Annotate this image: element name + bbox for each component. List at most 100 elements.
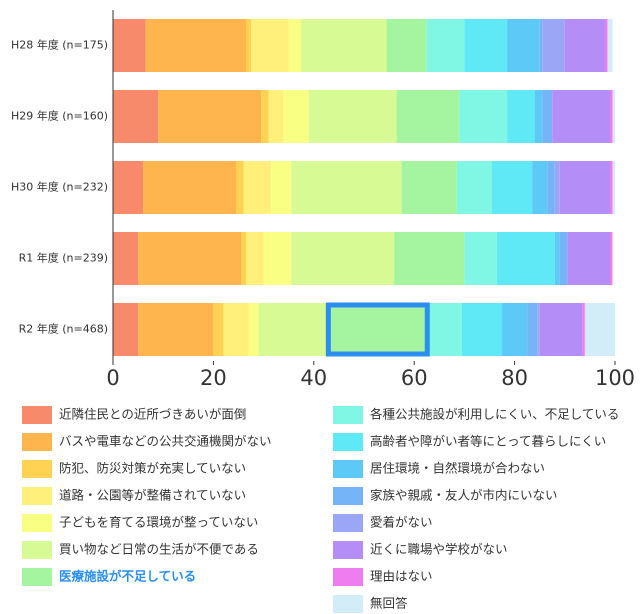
legend-label: 医療施設が不足している <box>59 569 196 584</box>
bar-segment <box>547 161 555 214</box>
legend-label: 無回答 <box>370 596 408 611</box>
bar-segment <box>261 90 269 143</box>
bar-segment <box>542 90 553 143</box>
bar-segment <box>143 161 236 214</box>
bar-segment <box>542 19 565 72</box>
bar-segment <box>113 90 159 143</box>
bar-segment <box>532 161 548 214</box>
bar-segment <box>559 161 610 214</box>
bar-segment <box>113 19 146 72</box>
legend-label: 買い物など日常の生活が不便である <box>59 542 259 557</box>
bar-segment <box>582 303 585 356</box>
bar-segment <box>492 161 533 214</box>
bar-segment <box>612 90 615 143</box>
bar-segment <box>612 161 615 214</box>
x-tick-label: 20 <box>200 366 227 390</box>
bar-segment <box>113 303 139 356</box>
legend-label: 家族や親戚・友人が市内にいない <box>370 488 558 503</box>
legend-label: 近くに職場や学校がない <box>370 542 508 557</box>
bar-segment <box>394 232 465 285</box>
legend-label: 近隣住民との近所づきあいが面倒 <box>59 407 246 422</box>
legend-label: 高齢者や障がい者等にとって暮らしにくい <box>370 434 606 449</box>
x-tick-label: 80 <box>501 366 528 390</box>
bar-segment <box>507 90 535 143</box>
bar-segment <box>241 232 247 285</box>
bar-segment <box>497 232 555 285</box>
legend-label: 各種公共施設が利用しにくい、不足している <box>370 407 619 422</box>
legend-swatch <box>333 514 363 532</box>
legend-swatch <box>333 460 363 478</box>
bar-segment <box>564 19 605 72</box>
bar-segment <box>246 232 264 285</box>
bar-segment <box>268 90 284 143</box>
bar-segment <box>527 303 538 356</box>
bar-segment <box>283 90 309 143</box>
legend-swatch <box>333 406 363 424</box>
category-label: R2 年度 (n=468) <box>19 322 108 336</box>
bar-segment <box>539 19 543 72</box>
category-label: H29 年度 (n=160) <box>11 109 108 123</box>
x-tick-label: 100 <box>595 366 635 390</box>
bar-segment <box>609 232 613 285</box>
bar-segment <box>145 19 247 72</box>
bar-segment <box>539 303 583 356</box>
bar-segment <box>291 161 402 214</box>
legend-swatch <box>22 433 52 451</box>
bar-segment <box>604 19 608 72</box>
bar-segment <box>401 161 457 214</box>
bar-segment <box>243 161 272 214</box>
bar-segment <box>502 303 528 356</box>
legend-swatch <box>333 541 363 559</box>
bar-segment <box>456 161 493 214</box>
bar-segment <box>386 19 427 72</box>
bar-segment <box>396 90 460 143</box>
bar-segment <box>158 90 262 143</box>
bar-segment <box>271 161 292 214</box>
bar-segment <box>459 90 508 143</box>
bar-segment <box>607 19 613 72</box>
bar-segment <box>537 303 540 356</box>
legend-swatch <box>22 406 52 424</box>
bar-segment <box>301 19 387 72</box>
bar-segment <box>138 232 242 285</box>
legend-label: バスや電車などの公共交通機関がない <box>59 434 272 449</box>
legend-label: 道路・公園等が整備されていない <box>59 488 246 503</box>
bar-segment <box>461 303 503 356</box>
bar-segment <box>534 90 543 143</box>
bar-segment <box>507 19 540 72</box>
bar-segment <box>326 303 430 356</box>
legend-label: 子どもを育てる環境が整っていない <box>59 515 258 530</box>
legend-swatch <box>22 487 52 505</box>
bar-segment <box>429 303 462 356</box>
bar-segment <box>308 90 397 143</box>
legend-label: 居住環境・自然環境が合わない <box>370 461 545 476</box>
legend-swatch <box>333 487 363 505</box>
legend-swatch <box>22 514 52 532</box>
legend-swatch <box>333 595 363 613</box>
bar-segment <box>248 303 259 356</box>
bar-segment <box>584 303 615 356</box>
legend-label: 防犯、防災対策が充実していない <box>59 461 246 476</box>
bar-segment <box>235 161 244 214</box>
bar-segment <box>138 303 214 356</box>
bar-segment <box>464 232 498 285</box>
bar-segment <box>113 161 144 214</box>
legend-label: 理由はない <box>370 569 433 584</box>
bar-segment <box>464 19 508 72</box>
bar-segment <box>609 161 613 214</box>
legend-swatch <box>22 460 52 478</box>
bar-segment <box>113 232 139 285</box>
bar-segment <box>288 19 302 72</box>
bar-segment <box>554 232 560 285</box>
bar-segment <box>559 232 568 285</box>
x-tick-label: 60 <box>401 366 428 390</box>
bar-segment <box>554 161 560 214</box>
bar-segment <box>223 303 249 356</box>
legend-swatch <box>22 541 52 559</box>
bar-segment <box>609 90 613 143</box>
legend-swatch <box>22 568 52 586</box>
bar-segment <box>251 19 289 72</box>
bar-segment <box>213 303 224 356</box>
bar-segment <box>426 19 465 72</box>
